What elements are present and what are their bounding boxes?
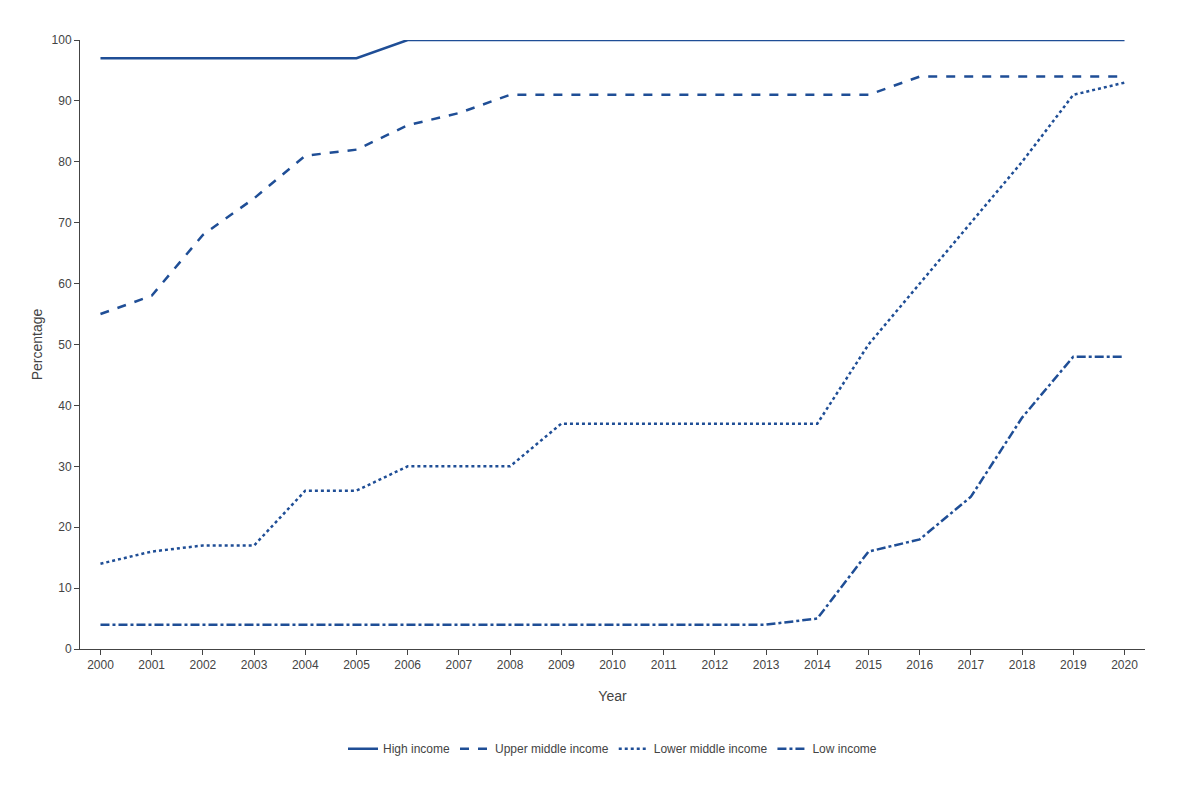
svg-text:2008: 2008 [497, 658, 524, 672]
svg-text:Percentage: Percentage [29, 308, 45, 380]
svg-text:Low income: Low income [812, 742, 876, 756]
svg-text:80: 80 [58, 155, 72, 169]
svg-text:2011: 2011 [651, 658, 677, 672]
svg-text:2004: 2004 [292, 658, 319, 672]
svg-text:2020: 2020 [1111, 658, 1138, 672]
svg-text:2010: 2010 [599, 658, 626, 672]
svg-text:10: 10 [58, 581, 72, 595]
svg-text:2016: 2016 [906, 658, 933, 672]
svg-text:Year: Year [598, 688, 627, 704]
svg-text:2012: 2012 [702, 658, 729, 672]
svg-text:2005: 2005 [343, 658, 370, 672]
svg-text:90: 90 [58, 94, 72, 108]
svg-text:100: 100 [52, 33, 72, 47]
svg-text:2007: 2007 [446, 658, 473, 672]
svg-text:2015: 2015 [855, 658, 882, 672]
svg-text:2009: 2009 [548, 658, 575, 672]
svg-text:2006: 2006 [394, 658, 421, 672]
svg-text:60: 60 [58, 277, 72, 291]
svg-text:2014: 2014 [804, 658, 831, 672]
svg-text:2017: 2017 [958, 658, 985, 672]
svg-text:2002: 2002 [190, 658, 217, 672]
svg-text:70: 70 [58, 216, 72, 230]
svg-text:20: 20 [58, 520, 72, 534]
svg-text:40: 40 [58, 399, 72, 413]
svg-text:2019: 2019 [1060, 658, 1087, 672]
svg-text:0: 0 [65, 642, 72, 656]
svg-text:2001: 2001 [138, 658, 165, 672]
svg-text:2003: 2003 [241, 658, 268, 672]
svg-text:2013: 2013 [753, 658, 780, 672]
svg-text:30: 30 [58, 460, 72, 474]
svg-text:High income: High income [383, 742, 450, 756]
svg-text:2018: 2018 [1009, 658, 1036, 672]
svg-text:Lower middle income: Lower middle income [654, 742, 768, 756]
svg-text:2000: 2000 [87, 658, 114, 672]
svg-text:50: 50 [58, 338, 72, 352]
svg-text:Upper middle income: Upper middle income [495, 742, 609, 756]
